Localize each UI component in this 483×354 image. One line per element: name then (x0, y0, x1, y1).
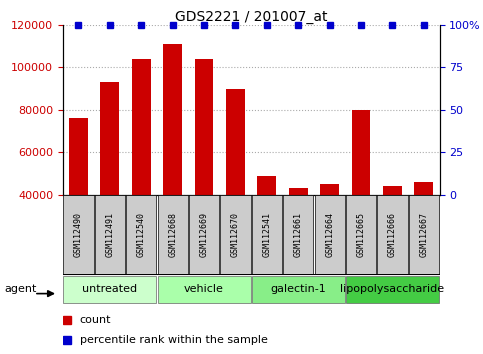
Text: GSM112666: GSM112666 (388, 212, 397, 257)
Text: lipopolysaccharide: lipopolysaccharide (341, 284, 444, 295)
Bar (157, 195, 188, 274)
Bar (126, 195, 156, 274)
Text: GSM112667: GSM112667 (419, 212, 428, 257)
Bar (346, 195, 376, 274)
Bar (189, 195, 219, 274)
Bar (163, 44, 182, 195)
Bar (346, 276, 439, 303)
Title: GDS2221 / 201007_at: GDS2221 / 201007_at (175, 10, 327, 24)
Text: count: count (80, 315, 111, 325)
Text: GSM112664: GSM112664 (325, 212, 334, 257)
Bar (377, 195, 408, 274)
Bar (252, 276, 345, 303)
Bar (195, 59, 213, 195)
Bar (320, 184, 339, 195)
Bar (283, 195, 313, 274)
Bar (220, 195, 251, 274)
Bar (63, 276, 156, 303)
Bar (63, 195, 94, 274)
Text: GSM112661: GSM112661 (294, 212, 303, 257)
Text: GSM112669: GSM112669 (199, 212, 209, 257)
Bar (352, 110, 370, 195)
Text: GSM112490: GSM112490 (74, 212, 83, 257)
Text: GSM112541: GSM112541 (262, 212, 271, 257)
Bar (289, 188, 308, 195)
Bar (69, 118, 88, 195)
Bar (314, 195, 345, 274)
Bar (409, 195, 439, 274)
Text: GSM112540: GSM112540 (137, 212, 146, 257)
Text: GSM112670: GSM112670 (231, 212, 240, 257)
Bar (157, 276, 251, 303)
Text: GSM112668: GSM112668 (168, 212, 177, 257)
Text: percentile rank within the sample: percentile rank within the sample (80, 335, 268, 345)
Bar (257, 176, 276, 195)
Bar (226, 88, 245, 195)
Text: GSM112665: GSM112665 (356, 212, 366, 257)
Text: GSM112491: GSM112491 (105, 212, 114, 257)
Bar (95, 195, 125, 274)
Bar (383, 186, 402, 195)
Text: agent: agent (5, 284, 37, 295)
Bar (100, 82, 119, 195)
Text: galectin-1: galectin-1 (270, 284, 326, 295)
Bar (414, 182, 433, 195)
Text: vehicle: vehicle (184, 284, 224, 295)
Bar (132, 59, 151, 195)
Bar (252, 195, 282, 274)
Text: untreated: untreated (82, 284, 138, 295)
